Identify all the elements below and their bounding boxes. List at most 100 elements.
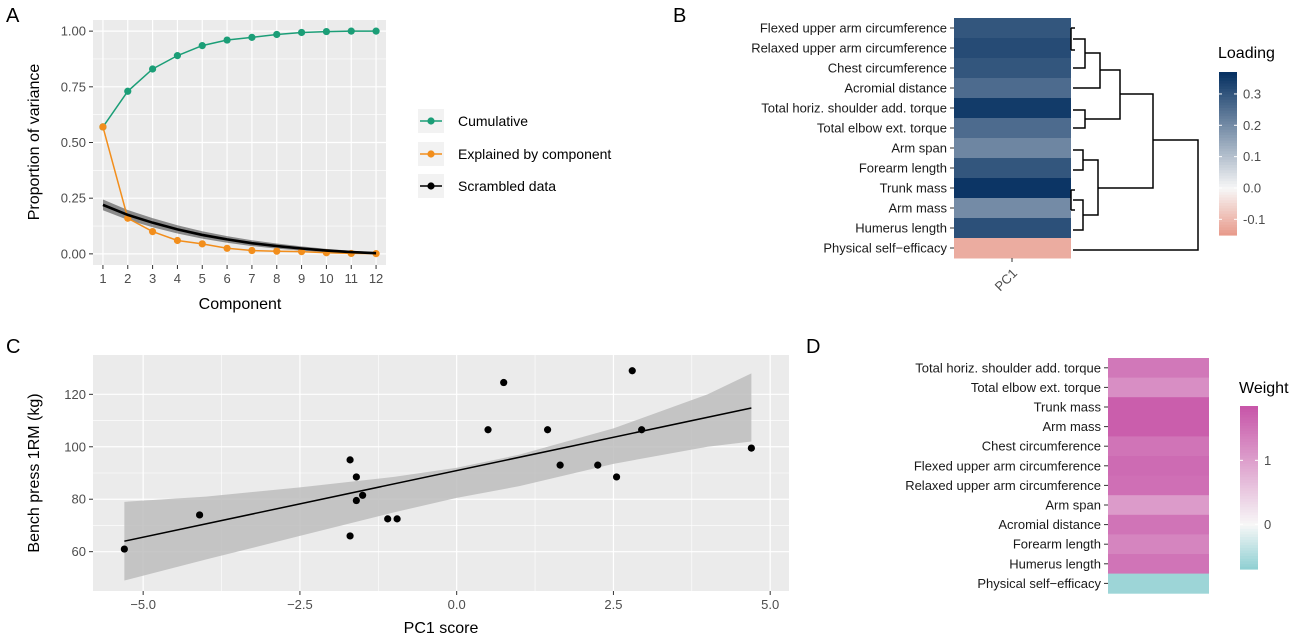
panel-d-row-label: Acromial distance: [998, 517, 1101, 532]
colorbar-segment: [1240, 419, 1258, 423]
panel-d-row-label: Physical self−efficacy: [977, 576, 1101, 591]
legend-label: Scrambled data: [458, 178, 556, 194]
colorbar-tick-label: -0.1: [1243, 212, 1265, 227]
panel-c-x-tick-label: 0.0: [448, 597, 466, 612]
colorbar-segment: [1219, 118, 1237, 122]
heatmap-tile: [1108, 554, 1209, 575]
heatmap-tile: [1108, 573, 1209, 594]
heatmap-tile: [1108, 358, 1209, 379]
colorbar-segment: [1240, 503, 1258, 508]
colorbar-segment: [1240, 452, 1258, 456]
colorbar-segment: [1219, 88, 1237, 92]
panel-a-x-axis-title: Component: [199, 296, 282, 313]
colorbar-segment: [1219, 80, 1237, 84]
colorbar-segment: [1240, 522, 1258, 527]
colorbar-segment: [1219, 134, 1237, 138]
panel-a-x-tick-label: 8: [273, 271, 280, 286]
colorbar-segment: [1240, 411, 1258, 415]
colorbar-segment: [1219, 142, 1237, 146]
panel-a-y-tick-label: 1.00: [61, 24, 86, 39]
panel-b-legend-ticks: 0.3 0.2 0.1 0.0 -0.1: [1219, 86, 1265, 227]
scatter-point: [393, 515, 401, 523]
colorbar-tick-label: 1: [1264, 453, 1271, 468]
colorbar-segment: [1240, 416, 1258, 421]
panel-a-grid: [93, 20, 386, 265]
panel-a-x-tick-label: 10: [319, 271, 333, 286]
colorbar-segment: [1219, 137, 1237, 141]
colorbar-segment: [1219, 161, 1237, 165]
colorbar-segment: [1219, 99, 1237, 103]
colorbar-segment: [1240, 506, 1258, 510]
colorbar-segment: [1240, 487, 1258, 491]
colorbar-segment: [1219, 101, 1237, 106]
panel-d-row-label: Forearm length: [1013, 537, 1101, 552]
panel-a-y-tick-label: 0.00: [61, 246, 86, 261]
colorbar-segment: [1240, 563, 1258, 567]
panel-b-legend-colorbar: [1219, 72, 1237, 236]
panel-b-row-labels: Flexed upper arm circumference Relaxed up…: [751, 21, 1013, 262]
panel-b-row-label: Humerus length: [855, 221, 947, 236]
panel-a-y-tick-label: 0.25: [61, 191, 86, 206]
series-point-0: [198, 42, 206, 50]
panel-d-legend-title: Weight: [1239, 380, 1289, 397]
colorbar-segment: [1219, 199, 1237, 203]
colorbar-segment: [1240, 549, 1258, 554]
panel-c-y-tick-label: 120: [64, 387, 86, 402]
scatter-point: [484, 426, 492, 434]
scatter-point: [612, 473, 621, 481]
colorbar-segment: [1240, 566, 1258, 570]
heatmap-tile: [1108, 377, 1209, 398]
scatter-point: [638, 426, 646, 434]
panel-a-x-tick-label: 9: [298, 271, 305, 286]
panel-c-confidence-band: [124, 373, 752, 581]
colorbar-segment: [1240, 425, 1258, 429]
panel-a-series: [99, 27, 380, 258]
scrambled-data-band: [102, 199, 377, 255]
heatmap-tile: [1108, 534, 1209, 555]
colorbar-segment: [1219, 164, 1237, 168]
colorbar-segment: [1240, 501, 1258, 505]
series-point-0: [124, 87, 132, 95]
panel-a-x-tick-label: 1: [99, 271, 106, 286]
panel-b-dendrogram: [1070, 27, 1199, 251]
colorbar-segment: [1240, 457, 1258, 461]
colorbar-segment: [1219, 126, 1237, 130]
panel-d-tiles: [1108, 358, 1209, 594]
panel-b-row-label: Forearm length: [859, 161, 947, 176]
panel-d-row-label: Total horiz. shoulder add. torque: [915, 360, 1101, 375]
panel-a-x-tick-label: 7: [248, 271, 255, 286]
colorbar-segment: [1219, 207, 1237, 212]
panel-a-x-tick-label: 12: [369, 271, 383, 286]
panel-c-grid: [93, 355, 789, 591]
colorbar-segment: [1219, 221, 1237, 225]
colorbar-segment: [1219, 139, 1237, 144]
panel-d-legend-ticks: 10: [1240, 453, 1271, 532]
series-point-0: [372, 27, 380, 35]
heatmap-tile: [1108, 436, 1209, 457]
colorbar-segment: [1240, 552, 1258, 557]
scatter-point: [628, 367, 636, 375]
panel-a-legend: Cumulative Explained by component Scramble…: [418, 109, 611, 198]
series-point-1: [223, 244, 231, 252]
colorbar-segment: [1219, 156, 1237, 160]
colorbar-segment: [1240, 441, 1258, 445]
colorbar-segment: [1219, 194, 1237, 198]
legend-label: Cumulative: [458, 113, 528, 129]
series-point-1: [273, 247, 281, 255]
heatmap-tile: [1108, 475, 1209, 496]
heatmap-tile: [954, 98, 1071, 119]
colorbar-segment: [1219, 123, 1237, 127]
colorbar-segment: [1219, 183, 1237, 187]
panel-b-loading-heatmap: Flexed upper arm circumference Relaxed up…: [751, 18, 1275, 294]
panel-a-x-tick-label: 5: [199, 271, 206, 286]
panel-c-axes: 60 80 100 120 −5.0 −2.5 0.0 2.5 5.0: [64, 387, 779, 612]
panel-d-row-label: Flexed upper arm circumference: [914, 458, 1101, 473]
colorbar-segment: [1219, 226, 1237, 231]
panel-b-legend-title: Loading: [1218, 45, 1275, 62]
colorbar-segment: [1240, 427, 1258, 432]
colorbar-segment: [1219, 177, 1237, 182]
panel-a-x-tick-label: 3: [149, 271, 156, 286]
heatmap-tile: [954, 158, 1071, 179]
panel-label-c: C: [6, 336, 20, 358]
